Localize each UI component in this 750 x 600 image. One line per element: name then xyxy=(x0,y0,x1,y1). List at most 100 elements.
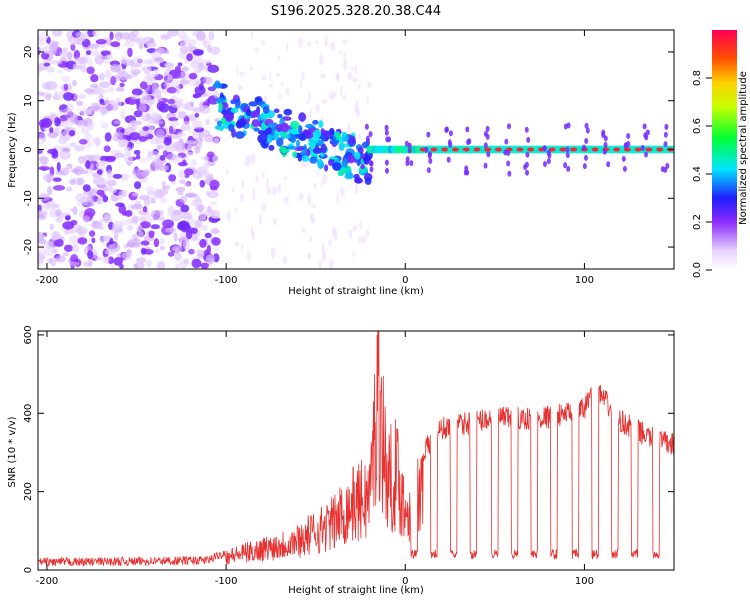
heatmap-cell xyxy=(199,238,207,248)
heatmap-cell xyxy=(307,41,312,47)
heatmap-cell xyxy=(283,108,293,116)
heatmap-cell xyxy=(369,166,374,173)
heatmap-cell xyxy=(69,178,76,185)
heatmap-cell xyxy=(106,87,116,93)
heatmap-cell xyxy=(202,162,210,170)
heatmap-cell xyxy=(298,132,307,142)
heatmap-cell xyxy=(269,70,272,81)
heatmap-cell xyxy=(175,84,181,94)
heatmap-cell xyxy=(277,113,283,119)
heatmap-cell xyxy=(246,250,252,262)
heatmap-cell xyxy=(339,85,343,98)
heatmap-cell xyxy=(239,71,245,78)
heatmap-cell xyxy=(165,153,178,160)
heatmap-cell xyxy=(426,131,431,138)
y-tick-label: -10 xyxy=(23,190,34,206)
heatmap-cell xyxy=(69,113,79,123)
colorbar: 0.0 0.2 0.4 0.6 0.8 Normalized spectral ampl… xyxy=(692,30,749,278)
heatmap-cell xyxy=(174,251,182,262)
heatmap-cell xyxy=(483,142,488,149)
heatmap-cell xyxy=(68,130,76,137)
heatmap-cell xyxy=(205,257,215,263)
heatmap-cell xyxy=(234,241,240,247)
heatmap-cell xyxy=(74,145,85,152)
heatmap-cell xyxy=(525,151,530,158)
heatmap-cell xyxy=(77,237,88,245)
snr-y-label: SNR (10 * v/v) xyxy=(7,416,18,487)
heatmap-cell xyxy=(252,188,256,201)
heatmap-cell xyxy=(332,92,337,98)
heatmap-cell xyxy=(347,72,353,81)
heatmap-cell xyxy=(131,94,140,100)
heatmap-cell xyxy=(177,236,190,243)
heatmap-cell xyxy=(63,167,68,177)
snr-y-ticks: 0 200 400 600 xyxy=(23,325,674,573)
heatmap-cell xyxy=(582,144,587,151)
heatmap-cell xyxy=(85,50,92,56)
heatmap-cell xyxy=(359,220,362,230)
heatmap-cell xyxy=(151,82,158,93)
y-tick-label: -20 xyxy=(23,239,34,255)
heatmap-cell xyxy=(133,110,143,118)
heatmap-cell xyxy=(305,148,311,157)
heatmap-cell xyxy=(131,88,143,96)
heatmap-cell xyxy=(664,123,669,130)
heatmap-cell xyxy=(62,221,75,230)
heatmap-cell xyxy=(185,229,193,240)
heatmap-cell xyxy=(186,144,193,151)
heatmap-cell xyxy=(298,112,307,122)
heatmap-cell xyxy=(213,137,220,145)
heatmap-cell xyxy=(74,119,84,127)
heatmap-cell xyxy=(352,77,358,83)
heatmap-cell xyxy=(86,66,95,75)
heatmap-cell xyxy=(524,126,529,133)
heatmap-cell xyxy=(110,63,121,73)
heatmap-cell xyxy=(309,235,313,243)
heatmap-cell xyxy=(286,43,289,51)
heatmap-cell xyxy=(169,226,174,234)
heatmap-cell xyxy=(527,147,535,152)
heatmap-cell xyxy=(301,155,310,162)
heatmap-cell xyxy=(542,160,547,167)
heatmap-cell xyxy=(80,31,89,40)
heatmap-cell xyxy=(86,90,95,96)
heatmap-cell xyxy=(38,64,41,72)
heatmap-cell xyxy=(150,224,161,230)
heatmap-cell xyxy=(289,120,300,130)
heatmap-cell xyxy=(131,192,140,197)
heatmap-cell xyxy=(584,137,589,144)
heatmap-cell xyxy=(196,121,203,129)
heatmap-cell xyxy=(85,160,91,169)
heatmap-cell xyxy=(279,145,284,151)
heatmap-cell xyxy=(234,131,245,139)
heatmap-cell xyxy=(64,215,71,221)
heatmap-cell xyxy=(338,50,342,55)
heatmap-cell xyxy=(150,138,161,145)
heatmap-cell xyxy=(106,179,117,187)
heatmap-cell xyxy=(446,156,451,163)
y-tick-label: 10 xyxy=(23,94,34,107)
heatmap-cell xyxy=(123,41,135,48)
heatmap-cell xyxy=(407,147,412,154)
heatmap-cell xyxy=(184,182,191,187)
heatmap-cell xyxy=(142,89,148,99)
y-tick-label: 400 xyxy=(23,404,34,423)
heatmap-cell xyxy=(602,148,607,155)
heatmap-cell xyxy=(332,162,342,171)
heatmap-cell xyxy=(163,143,174,152)
heatmap-cell xyxy=(280,122,290,133)
heatmap-cell xyxy=(321,174,328,184)
heatmap-cell xyxy=(102,256,110,264)
heatmap-cell xyxy=(309,108,313,120)
spectrogram-x-label: Height of straight line (km) xyxy=(288,286,424,297)
heatmap-cell xyxy=(348,229,353,238)
heatmap-cell xyxy=(254,47,260,54)
heatmap-cell xyxy=(41,81,52,90)
heatmap-cell xyxy=(87,257,93,268)
heatmap-cell xyxy=(177,62,183,67)
heatmap-cell xyxy=(164,79,171,89)
heatmap-cell xyxy=(216,97,225,104)
x-tick-label: -200 xyxy=(36,576,59,587)
heatmap-cell xyxy=(663,141,668,148)
heatmap-cell xyxy=(76,177,85,186)
